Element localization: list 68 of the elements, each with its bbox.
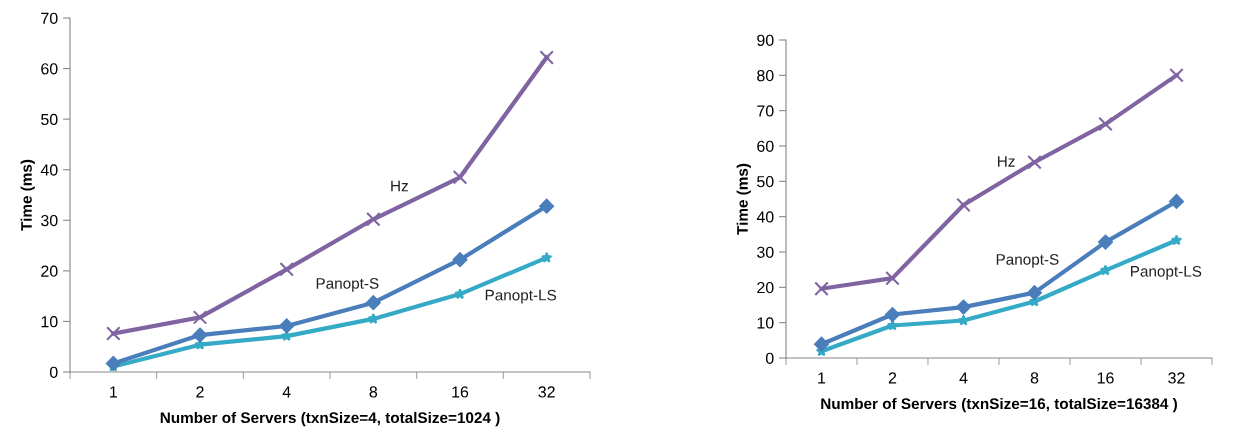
y-tick-label: 80 (757, 69, 774, 82)
y-tick-label: 50 (41, 113, 58, 126)
y-tick-label: 10 (41, 316, 58, 328)
point (885, 270, 900, 286)
point (365, 295, 381, 311)
y-tick-label: 0 (765, 352, 774, 364)
point (452, 170, 468, 185)
y-tick-label: 0 (49, 366, 58, 378)
x-tick-label: 2 (196, 386, 204, 398)
x-axis-title: Number of Servers (txnSize=4, totalSize=1024 ) (160, 411, 500, 427)
x-tick-label: 16 (452, 386, 469, 398)
x-tick-label: 4 (959, 372, 968, 384)
y-tick-label: 90 (757, 34, 774, 46)
point (192, 327, 208, 343)
y-tick-label: 40 (40, 164, 58, 176)
series-label: Hz (391, 180, 408, 192)
point (1170, 234, 1183, 246)
point (105, 355, 121, 371)
y-tick-label: 30 (757, 246, 774, 258)
y-axis-title: Time (ms) (736, 163, 751, 235)
x-tick-label: 32 (1168, 372, 1185, 384)
y-tick-label: 20 (757, 281, 774, 294)
point (541, 251, 553, 263)
point (1169, 68, 1184, 83)
x-tick-label: 1 (110, 386, 117, 398)
x-tick-label: 8 (369, 386, 378, 398)
point (106, 326, 121, 341)
point (452, 252, 468, 268)
y-tick-label: 60 (757, 140, 774, 152)
x-tick-label: 32 (538, 386, 555, 398)
point (1098, 116, 1113, 132)
x-tick-label: 8 (1030, 372, 1039, 384)
y-tick-label: 70 (41, 12, 58, 24)
point (366, 211, 381, 227)
y-tick-label: 30 (41, 214, 58, 227)
y-tick-label: 70 (757, 105, 774, 117)
series-label: Hz (998, 156, 1015, 167)
y-axis-title: Time (ms) (20, 159, 35, 231)
point (955, 299, 972, 315)
point (1026, 285, 1043, 301)
series-label: Panopt-S (996, 254, 1059, 268)
point (539, 50, 554, 65)
point (1168, 193, 1185, 210)
series-label: Panopt-LS (485, 289, 557, 304)
y-tick-label: 10 (757, 317, 774, 329)
x-axis-title: Number of Servers (txnSize=16, totalSize=16384 ) (821, 397, 1177, 413)
x-tick-label: 4 (282, 386, 291, 398)
point (192, 310, 208, 325)
x-tick-label: 1 (818, 372, 826, 384)
x-tick-label: 16 (1097, 372, 1114, 384)
y-tick-label: 50 (757, 175, 774, 188)
point (454, 288, 466, 300)
point (1097, 234, 1114, 250)
point (367, 313, 379, 324)
point (814, 281, 829, 297)
y-tick-label: 60 (41, 63, 58, 75)
series-label: Panopt-S (316, 277, 379, 292)
point (1099, 264, 1112, 276)
point (1027, 154, 1042, 170)
y-tick-label: 40 (756, 211, 774, 223)
point (813, 336, 830, 352)
y-tick-label: 20 (41, 265, 58, 277)
point (884, 306, 901, 323)
point (279, 318, 295, 334)
x-tick-label: 2 (888, 372, 897, 384)
point (279, 262, 294, 277)
series-label: Panopt-LS (1131, 265, 1202, 280)
point (539, 198, 555, 214)
